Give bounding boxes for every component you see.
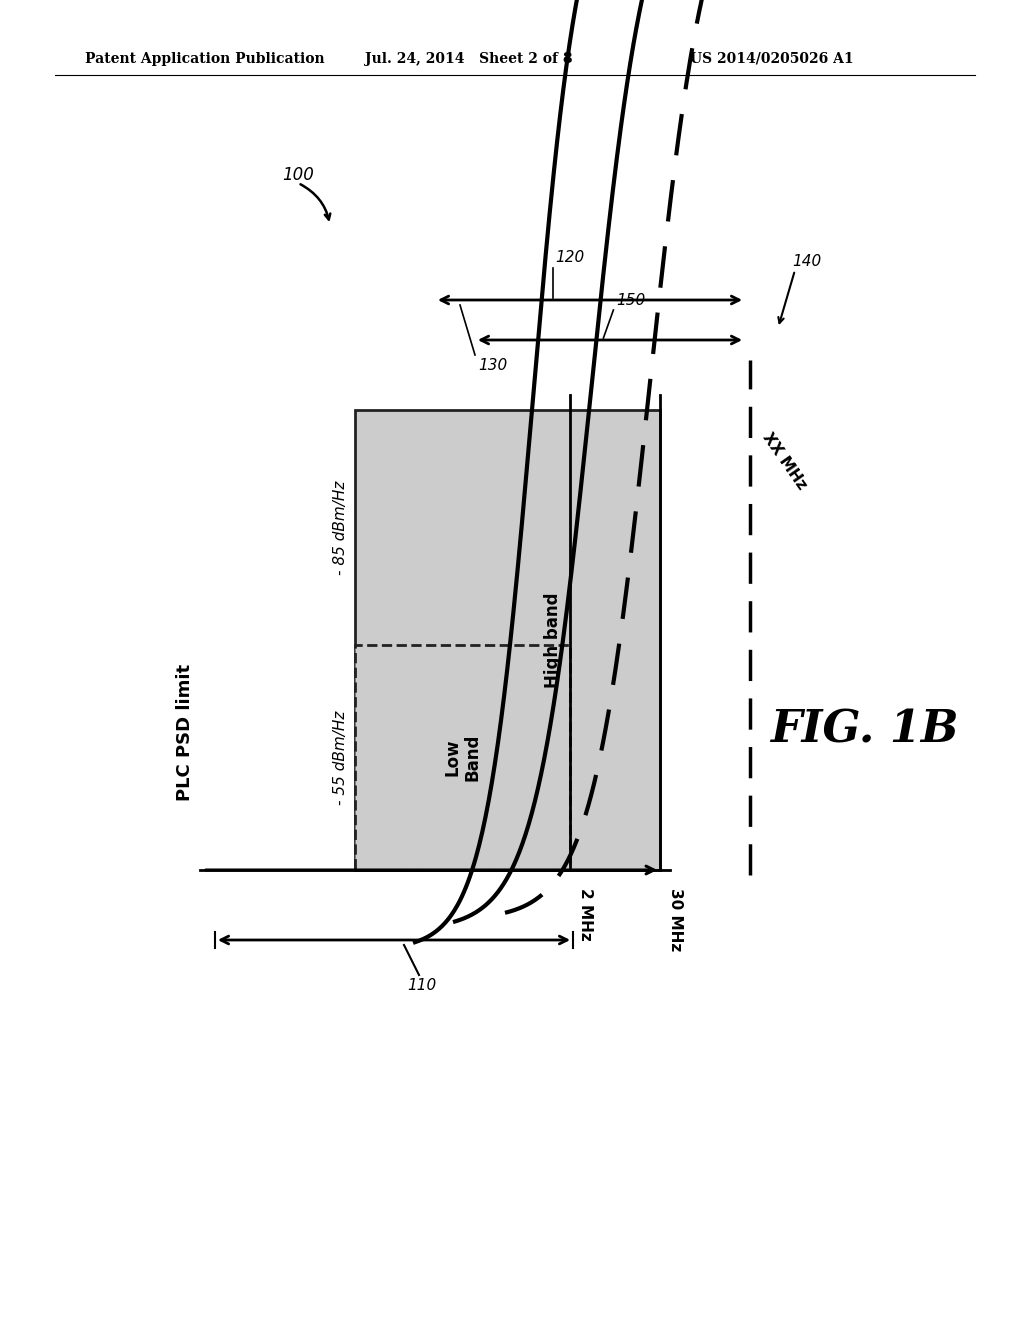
Text: 100: 100 <box>282 166 314 183</box>
Text: FIG. 1B: FIG. 1B <box>770 709 958 751</box>
Text: 2 MHz: 2 MHz <box>578 888 593 941</box>
Text: Jul. 24, 2014   Sheet 2 of 8: Jul. 24, 2014 Sheet 2 of 8 <box>365 51 572 66</box>
Text: 130: 130 <box>478 358 507 374</box>
Text: Patent Application Publication: Patent Application Publication <box>85 51 325 66</box>
Text: 140: 140 <box>792 255 821 269</box>
Text: US 2014/0205026 A1: US 2014/0205026 A1 <box>690 51 854 66</box>
Bar <box>355 645 570 870</box>
Text: PLC PSD limit: PLC PSD limit <box>176 664 194 800</box>
Text: XX MHz: XX MHz <box>760 430 810 492</box>
Text: 110: 110 <box>408 978 436 993</box>
Text: - 85 dBm/Hz: - 85 dBm/Hz <box>333 480 347 574</box>
Text: 150: 150 <box>616 293 646 308</box>
Text: High band: High band <box>544 593 562 688</box>
Text: - 55 dBm/Hz: - 55 dBm/Hz <box>333 710 347 805</box>
Bar <box>355 411 660 870</box>
Text: 30 MHz: 30 MHz <box>668 888 683 952</box>
Text: Low
Band: Low Band <box>443 734 482 781</box>
Text: 120: 120 <box>555 249 584 265</box>
